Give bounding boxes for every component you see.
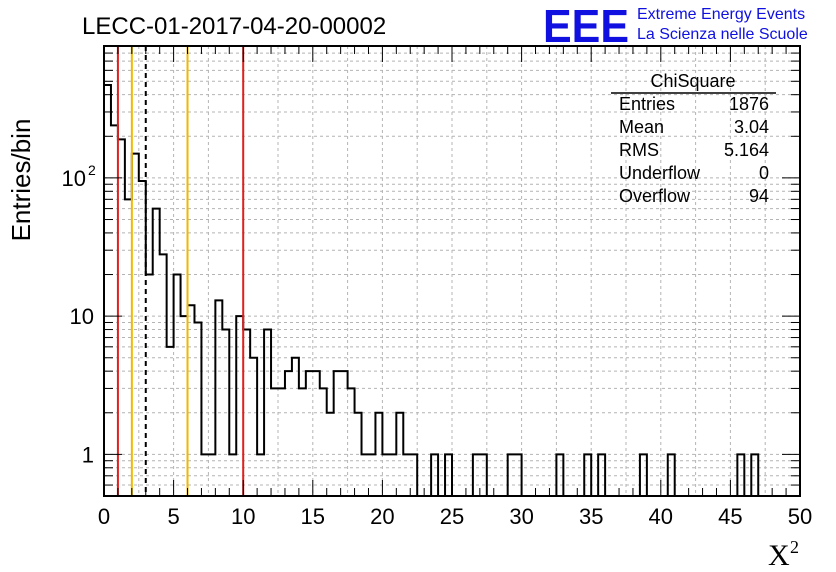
stats-row-value: 5.164: [724, 140, 769, 160]
x-tick-label: 5: [167, 504, 179, 529]
histogram-outline: [103, 84, 773, 497]
eee-logo-mark: EEE: [543, 0, 629, 52]
chart-title: LECC-01-2017-04-20-00002: [82, 13, 386, 40]
x-axis-label: X 2: [768, 537, 799, 572]
grid: [104, 46, 800, 496]
eee-logo: EEE Extreme Energy Events La Scienza nel…: [543, 0, 808, 52]
x-tick-label: 0: [98, 504, 110, 529]
x-tick-label: 40: [649, 504, 673, 529]
stats-row-label: Overflow: [619, 186, 691, 206]
x-axis-label-superscript: 2: [790, 537, 799, 557]
x-axis-label-main: X: [768, 539, 790, 572]
x-tick-label: 10: [231, 504, 255, 529]
stats-row-value: 0: [759, 163, 769, 183]
y-tick-label: 1: [82, 442, 94, 467]
stats-row-value: 1876: [729, 94, 769, 114]
stats-row-value: 94: [749, 186, 769, 206]
y-tick-label: 10: [62, 166, 86, 191]
y-tick-label: 10: [70, 304, 94, 329]
x-tick-label: 45: [718, 504, 742, 529]
y-axis-label: Entries/bin: [6, 119, 36, 242]
stats-box: ChiSquare Entries 1876 Mean 3.04 RMS 5.164 Und…: [611, 71, 776, 206]
x-tick-label: 15: [301, 504, 325, 529]
logo-line-2: La Scienza nelle Scuole: [637, 26, 808, 43]
stats-title: ChiSquare: [650, 71, 735, 91]
x-tick-label: 25: [440, 504, 464, 529]
histogram: [103, 84, 773, 497]
stats-row-label: Mean: [619, 117, 664, 137]
x-tick-label: 35: [579, 504, 603, 529]
logo-line-1: Extreme Energy Events: [637, 6, 805, 23]
stats-row-label: RMS: [619, 140, 659, 160]
stats-row-label: Entries: [619, 94, 675, 114]
x-tick-label: 20: [370, 504, 394, 529]
y-tick-label-exponent: 2: [88, 162, 96, 178]
x-tick-label: 50: [788, 504, 812, 529]
stats-row-label: Underflow: [619, 163, 701, 183]
stats-row-value: 3.04: [734, 117, 769, 137]
reference-lines: [116, 46, 245, 496]
x-tick-label: 30: [509, 504, 533, 529]
